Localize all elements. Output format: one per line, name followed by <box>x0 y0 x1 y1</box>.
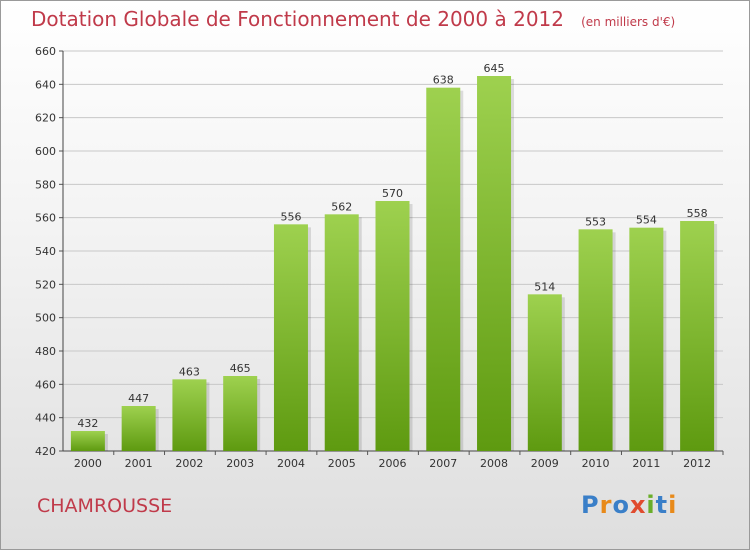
labels: 420 440 460 480 500 520 540 560 580 600 620 640 660 4… <box>35 45 711 470</box>
bar-value-label: 465 <box>230 362 251 375</box>
y-tick-label: 520 <box>35 278 56 291</box>
x-tick-label: 2012 <box>683 457 711 470</box>
y-tick-label: 460 <box>35 378 56 391</box>
x-tick-label: 2007 <box>429 457 457 470</box>
bar-value-label: 463 <box>179 365 200 378</box>
x-tick-label: 2000 <box>74 457 102 470</box>
x-tick-label: 2002 <box>175 457 203 470</box>
y-tick-label: 440 <box>35 412 56 425</box>
x-tick-label: 2004 <box>277 457 305 470</box>
logo-letter: i <box>646 491 656 519</box>
logo-letter: i <box>668 491 678 519</box>
bar <box>223 376 258 451</box>
bar-value-label: 556 <box>280 210 301 223</box>
bar-value-label: 638 <box>433 74 454 87</box>
chart-title: Dotation Globale de Fonctionnement de 20… <box>31 7 675 31</box>
bar-value-label: 570 <box>382 187 403 200</box>
bar-value-label: 447 <box>128 392 149 405</box>
y-tick-label: 640 <box>35 78 56 91</box>
bar <box>629 227 664 451</box>
x-tick-label: 2010 <box>582 457 610 470</box>
x-tick-label: 2011 <box>632 457 660 470</box>
logo-letter: o <box>612 491 630 519</box>
bar-value-label: 553 <box>585 215 606 228</box>
y-tick-label: 540 <box>35 245 56 258</box>
bar-value-label: 432 <box>77 417 98 430</box>
bar-value-label: 554 <box>636 214 657 227</box>
logo-letter: t <box>655 491 669 519</box>
x-tick-label: 2005 <box>328 457 356 470</box>
logo-letter: P <box>581 491 600 519</box>
bar-value-label: 562 <box>331 200 352 213</box>
y-tick-label: 560 <box>35 212 56 225</box>
x-tick-label: 2003 <box>226 457 254 470</box>
bar <box>70 431 105 451</box>
bar <box>273 224 308 451</box>
town-name: CHAMROUSSE <box>37 495 173 517</box>
bar <box>426 87 461 452</box>
bar <box>324 214 359 451</box>
bar <box>375 201 410 451</box>
x-tick-label: 2001 <box>125 457 153 470</box>
x-tick-label: 2008 <box>480 457 508 470</box>
title-text: Dotation Globale de Fonctionnement de 20… <box>31 7 564 31</box>
y-tick-label: 480 <box>35 345 56 358</box>
proxiti-logo[interactable]: Proxiti <box>581 491 677 519</box>
y-tick-label: 620 <box>35 112 56 125</box>
logo-letter: r <box>599 491 613 519</box>
bar <box>172 379 207 451</box>
bar <box>527 294 562 451</box>
logo-letter: x <box>629 491 647 519</box>
y-tick-label: 500 <box>35 312 56 325</box>
y-tick-label: 600 <box>35 145 56 158</box>
y-tick-label: 420 <box>35 445 56 458</box>
bar <box>680 221 715 451</box>
bar <box>578 229 613 451</box>
x-tick-label: 2006 <box>379 457 407 470</box>
bar-value-label: 514 <box>534 280 555 293</box>
bar <box>121 406 156 451</box>
bar-value-label: 558 <box>687 207 708 220</box>
bar-value-label: 645 <box>484 62 505 75</box>
x-tick-label: 2009 <box>531 457 559 470</box>
bar <box>477 76 512 451</box>
bars <box>70 76 718 452</box>
y-tick-label: 580 <box>35 178 56 191</box>
title-unit: (en milliers d'€) <box>581 15 676 29</box>
y-tick-label: 660 <box>35 45 56 58</box>
